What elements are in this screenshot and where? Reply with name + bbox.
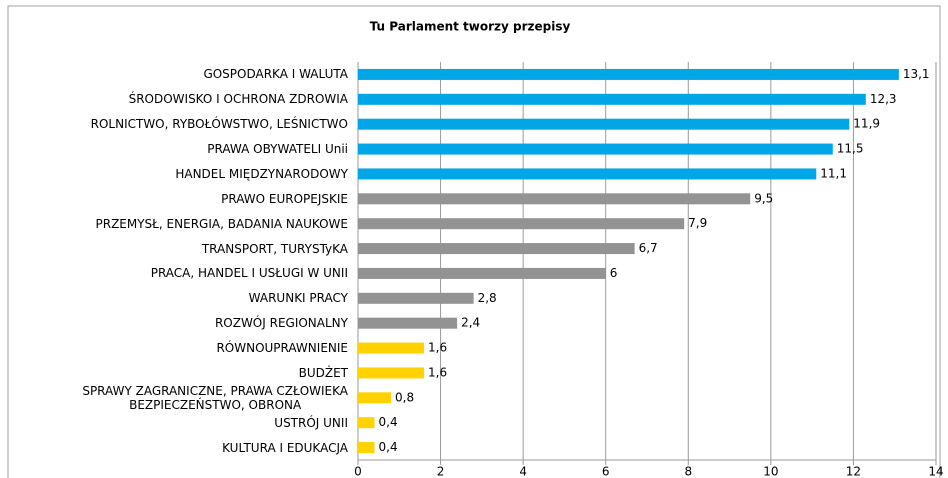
bar xyxy=(358,292,474,304)
bar xyxy=(358,342,425,354)
y-tick-label: RÓWNOUPRAWNIENIE xyxy=(216,341,348,356)
y-tick-label: GOSPODARKA I WALUTA xyxy=(203,67,348,82)
bar xyxy=(358,243,635,255)
bar xyxy=(358,143,833,155)
data-label: 0,4 xyxy=(379,415,398,429)
y-tick-label: SPRAWY ZAGRANICZNE, PRAWA CZŁOWIEKA BEZP… xyxy=(82,383,348,412)
bar xyxy=(358,193,751,205)
bar xyxy=(358,367,425,379)
x-tick-label: 4 xyxy=(519,465,527,478)
bar xyxy=(358,168,817,180)
y-tick-label: PRAWO EUROPEJSKIE xyxy=(221,191,348,206)
y-tick-label: ROZWÓJ REGIONALNY xyxy=(214,316,348,331)
y-tick-label: PRZEMYSŁ, ENERGIA, BADANIA NAUKOWE xyxy=(95,216,349,231)
data-label: 9,5 xyxy=(754,191,773,205)
x-tick-label: 12 xyxy=(846,465,861,478)
bar xyxy=(358,93,866,105)
bar xyxy=(358,417,375,429)
bar xyxy=(358,68,899,80)
data-label: 12,3 xyxy=(870,92,897,106)
data-label: 0,8 xyxy=(395,390,414,404)
data-label: 2,4 xyxy=(461,316,480,330)
data-label: 13,1 xyxy=(903,67,930,81)
bar xyxy=(358,218,685,230)
bar xyxy=(358,267,606,279)
data-label: 11,1 xyxy=(820,166,847,180)
y-tick-label: PRAWA OBYWATELI Unii xyxy=(207,142,348,157)
x-tick-label: 2 xyxy=(437,465,445,478)
y-tick-label: ROLNICTWO, RYBOŁÓWSTWO, LEŚNICTWO xyxy=(90,117,348,132)
data-label: 7,9 xyxy=(688,216,707,230)
data-label: 11,9 xyxy=(853,117,880,131)
data-label: 1,6 xyxy=(428,365,447,379)
y-tick-label: ŚRODOWISKO I OCHRONA ZDROWIA xyxy=(128,92,348,107)
bar xyxy=(358,317,458,329)
chart-border xyxy=(7,5,941,478)
y-tick-label: WARUNKI PRACY xyxy=(248,291,348,306)
x-tick-label: 8 xyxy=(684,465,692,478)
data-label: 6,7 xyxy=(639,241,658,255)
x-tick-label: 10 xyxy=(763,465,778,478)
x-tick-label: 14 xyxy=(928,465,943,478)
data-label: 2,8 xyxy=(478,291,497,305)
x-tick-label: 6 xyxy=(602,465,610,478)
data-label: 1,6 xyxy=(428,341,447,355)
data-label: 6 xyxy=(610,266,618,280)
bar xyxy=(358,392,392,404)
bar xyxy=(358,118,850,130)
y-tick-label: PRACA, HANDEL I USŁUGI W UNII xyxy=(150,266,348,281)
x-tick-label: 0 xyxy=(354,465,362,478)
y-tick-label: TRANSPORT, TURYSTyKA xyxy=(201,241,348,256)
y-tick-label: HANDEL MIĘDZYNARODOWY xyxy=(175,166,348,181)
data-label: 11,5 xyxy=(837,142,864,156)
y-tick-label: USTRÓJ UNII xyxy=(274,415,348,430)
bar xyxy=(358,442,375,454)
y-tick-label: BUDŻET xyxy=(298,365,348,380)
y-tick-label: KULTURA I EDUKACJA xyxy=(222,440,348,455)
chart-title: Tu Parlament tworzy przepisy xyxy=(370,20,571,34)
data-label: 0,4 xyxy=(379,440,398,454)
